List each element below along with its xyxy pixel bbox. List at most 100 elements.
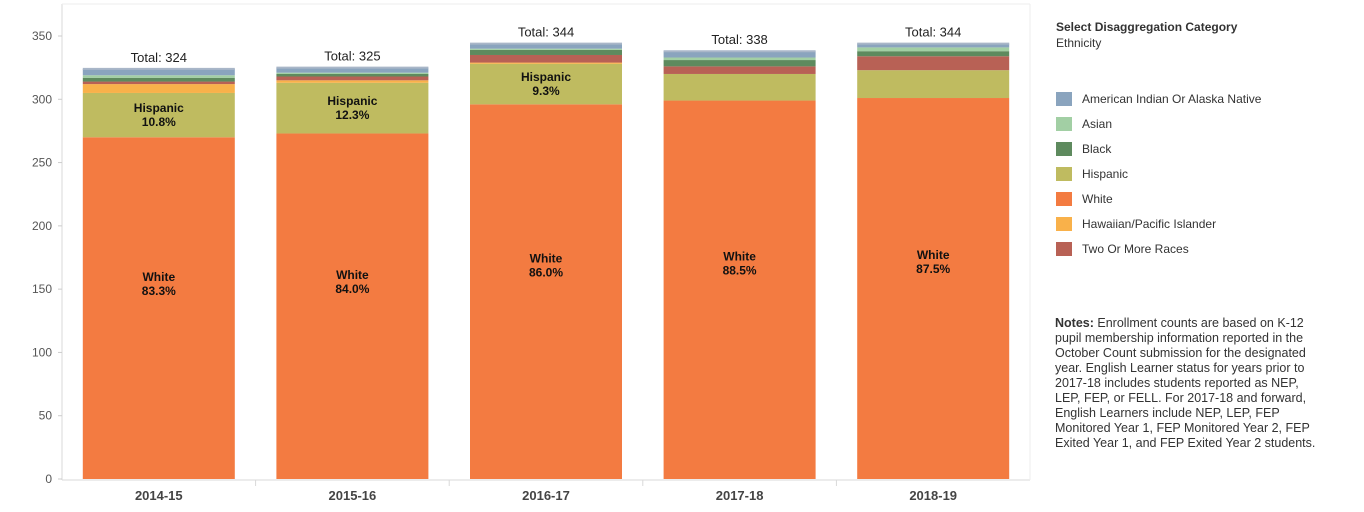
- segment-label-line: White: [142, 270, 175, 284]
- bar-segment: [276, 82, 429, 134]
- stacked-bar-chart: 0 50 100 150 200 250 300 350 Total: 324 2014-15 Hi…: [32, 3, 1031, 503]
- total-label: Total: 344: [518, 25, 574, 40]
- x-tick-label: 2017-18: [716, 488, 764, 503]
- legend-item[interactable]: Two Or More Races: [1056, 236, 1261, 261]
- legend-item[interactable]: Asian: [1056, 111, 1261, 136]
- total-label: Total: 344: [905, 25, 961, 40]
- notes-label: Notes:: [1055, 316, 1094, 330]
- bar-segment: [470, 49, 622, 55]
- segment-label: Hispanic 12.3%: [327, 94, 377, 122]
- legend-label: Hawaiian/Pacific Islander: [1082, 216, 1217, 231]
- bar-segment: [82, 84, 235, 93]
- bar-segment: [82, 68, 235, 76]
- y-tick-label: 300: [32, 92, 52, 106]
- total-label: Total: 324: [131, 50, 187, 65]
- legend-label: Black: [1082, 141, 1112, 156]
- y-tick-label: 200: [32, 219, 52, 233]
- notes-text: Enrollment counts are based on K-12 pupi…: [1055, 316, 1316, 450]
- x-tick-label: 2018-19: [909, 488, 957, 503]
- y-tick-label: 0: [45, 472, 52, 486]
- bar-segment: [276, 73, 429, 77]
- legend-title: Select Disaggregation Category: [1056, 20, 1238, 34]
- legend-list: American Indian Or Alaska Native Asian Bla…: [1056, 86, 1261, 261]
- legend-subtitle[interactable]: Ethnicity: [1056, 36, 1102, 50]
- bar-segment: [663, 51, 816, 58]
- legend-label: White: [1082, 191, 1113, 206]
- x-tick-label: 2016-17: [522, 488, 570, 503]
- legend-item[interactable]: Black: [1056, 136, 1261, 161]
- legend-label: Two Or More Races: [1082, 241, 1189, 256]
- segment-label: White 87.5%: [916, 248, 950, 276]
- y-tick-label: 150: [32, 282, 52, 296]
- legend-swatch: [1056, 91, 1072, 106]
- bar-segment: [663, 100, 816, 480]
- legend-swatch: [1056, 191, 1072, 206]
- bar-segment: [857, 56, 1010, 71]
- bar-segment: [857, 70, 1010, 99]
- chart-area: 0 50 100 150 200 250 300 350 Total: 324 2014-15 Hi…: [32, 3, 1031, 503]
- x-tick-label: 2014-15: [135, 488, 183, 503]
- segment-label: White 83.3%: [142, 270, 176, 298]
- segment-label: White 84.0%: [335, 268, 369, 296]
- bar-segment: [857, 98, 1010, 480]
- segment-label-line: 10.8%: [142, 115, 176, 129]
- segment-label-line: 84.0%: [335, 282, 369, 296]
- legend-item[interactable]: American Indian Or Alaska Native: [1056, 86, 1261, 111]
- legend-panel: Select Disaggregation Category Ethnicity…: [1056, 20, 1356, 256]
- legend-label: Hispanic: [1082, 166, 1129, 181]
- legend-label: Asian: [1082, 116, 1113, 131]
- segment-label-line: White: [917, 248, 950, 262]
- segment-label-line: Hispanic: [521, 70, 571, 84]
- segment-label-line: Hispanic: [327, 94, 377, 108]
- total-label: Total: 325: [324, 49, 380, 64]
- bar-segment: [276, 133, 429, 479]
- legend-swatch: [1056, 116, 1072, 131]
- bar-segment: [276, 67, 429, 73]
- bar-segment: [470, 62, 622, 64]
- y-tick-label: 350: [32, 29, 52, 43]
- bar-segment: [82, 77, 235, 82]
- legend-label: American Indian Or Alaska Native: [1082, 91, 1262, 106]
- segment-label: White 86.0%: [529, 251, 563, 279]
- total-label: Total: 338: [711, 32, 767, 47]
- segment-label-line: White: [336, 268, 369, 282]
- bar-segment: [82, 137, 235, 479]
- bar-segment: [276, 80, 429, 83]
- segment-label-line: 88.5%: [723, 263, 757, 277]
- bar-segment: [82, 75, 235, 78]
- segment-label-line: 86.0%: [529, 265, 563, 279]
- bar-segment: [663, 66, 816, 74]
- bar-segment: [82, 81, 235, 85]
- legend-swatch: [1056, 141, 1072, 156]
- bar-segment: [857, 47, 1010, 52]
- bar-segment: [82, 92, 235, 138]
- y-tick-label: 250: [32, 156, 52, 170]
- y-tick-label: 50: [39, 409, 53, 423]
- bar-segment: [857, 51, 1010, 57]
- legend-item[interactable]: Hispanic: [1056, 161, 1261, 186]
- segment-label-line: 12.3%: [335, 108, 369, 122]
- legend-item[interactable]: Hawaiian/Pacific Islander: [1056, 211, 1261, 236]
- bar-segment: [663, 60, 816, 67]
- bar-segment: [470, 43, 622, 49]
- x-tick-label: 2015-16: [329, 488, 377, 503]
- segment-label: Hispanic 10.8%: [134, 101, 184, 129]
- bar-segment: [470, 48, 622, 50]
- segment-label: Hispanic 9.3%: [521, 70, 571, 98]
- bar-segment: [857, 43, 1010, 48]
- y-tick-label: 100: [32, 345, 52, 359]
- segment-label: White 88.5%: [723, 249, 757, 277]
- segment-label-line: White: [723, 249, 756, 263]
- legend-item[interactable]: White: [1056, 186, 1261, 211]
- legend-swatch: [1056, 241, 1072, 256]
- bar-segment: [276, 72, 429, 74]
- bar-segment: [663, 57, 816, 61]
- segment-label-line: Hispanic: [134, 101, 184, 115]
- bar-segment: [663, 73, 816, 101]
- segment-label-line: 87.5%: [916, 262, 950, 276]
- bar-segment: [470, 104, 622, 479]
- bar-segment: [276, 76, 429, 81]
- segment-label-line: 9.3%: [532, 84, 560, 98]
- bar-segment: [470, 63, 622, 105]
- bar-segment: [470, 54, 622, 63]
